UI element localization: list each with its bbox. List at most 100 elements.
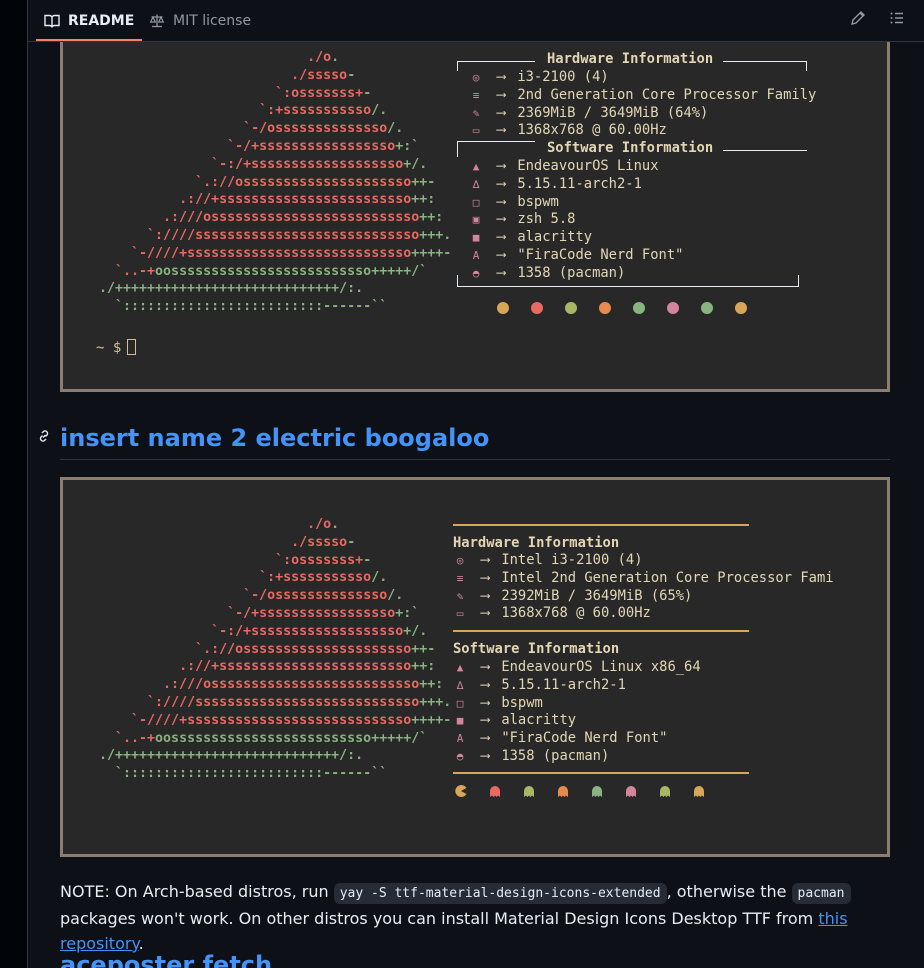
note-text: , otherwise the [666,882,792,901]
separator [453,524,749,526]
info-value: EndeavourOS Linux [517,158,659,174]
ascii-line: ./sssso- [291,67,356,83]
info-value: alacritty [517,229,593,246]
monitor-icon: ▭ [472,124,480,138]
arrow-right-icon: ⟶ [481,730,490,747]
ascii-line: `-////+ssssssssssssssssssssssssssso++++- [131,712,452,728]
ghost-icon [592,786,602,797]
ascii-line: `.://osssssssssssssssssssso++- [195,641,436,657]
info-row: ◎ ⟶ Intel i3-2100 (4) [453,552,834,570]
ascii-line: `:::::::::::::::::::::::::------`` [115,299,388,315]
info-row: ■ ⟶ alacritty [469,229,683,247]
arrow-right-icon: ⟶ [497,211,506,228]
memory-icon: ✎ [472,106,480,120]
readme-header: README MIT license [28,0,924,42]
tab-readme-label: README [68,12,135,29]
ascii-line: `:osssssss+- [275,552,372,568]
arrow-right-icon: ⟶ [481,605,490,622]
ghost-icon [524,786,534,797]
info-row: ◓ ⟶ 1358 (pacman) [469,265,683,283]
ghost-icon [558,786,568,797]
package-icon: ◓ [456,749,464,763]
color-dot [735,302,747,314]
arrow-right-icon: ⟶ [481,569,490,586]
ghost-icon [490,786,500,797]
ascii-line: ./++++++++++++++++++++++++++++/:. [99,748,364,764]
software-list: ▲ ⟶ EndeavourOS Linux x86_64 ∆ ⟶ 5.15.11-arch… [453,659,701,766]
info-value: Intel i3-2100 (4) [501,552,643,568]
info-row: ■ ⟶ alacritty [453,712,701,730]
arrow-right-icon: ⟶ [481,694,490,711]
ascii-line: `-/ossssssssssssso/. [243,121,404,137]
arrow-right-icon: ⟶ [497,246,506,263]
info-row: ◎ ⟶ i3-2100 (4) [469,69,816,87]
note-text: packages won't work. On other distros yo… [60,909,819,928]
color-dot [565,302,577,314]
separator [453,630,749,632]
pacman-icon [455,785,467,797]
info-value: zsh 5.8 [517,211,576,228]
info-row: ∆ ⟶ 5.15.11-arch2-1 [469,176,683,194]
ascii-line: ./sssso- [291,534,356,550]
edit-button[interactable] [846,8,870,32]
separator [453,772,749,774]
box-border [723,61,807,71]
info-value: 5.15.11-arch2-1 [517,175,642,192]
info-value: 5.15.11-arch2-1 [501,676,626,693]
ghost-icon [626,786,636,797]
ascii-line: `:////ssssssssssssssssssssssssssso+++. [147,694,452,710]
info-row: A ⟶ "FiraCode Nerd Font" [453,730,701,748]
hardware-list: ◎ ⟶ Intel i3-2100 (4) ≡ ⟶ Intel 2nd Generatio… [453,552,834,623]
ascii-line: `-/+sssssssssssssssso+:` [227,138,420,154]
ascii-line: `-////+ssssssssssssssssssssssssssso++++- [131,245,452,261]
info-row: ≡ ⟶ Intel 2nd Generation Core Processor Fa… [453,570,834,588]
arrow-right-icon: ⟶ [497,69,506,85]
software-list: ▲ ⟶ EndeavourOS Linux ∆ ⟶ 5.15.11-arch2-1 □ ⟶ bs… [469,158,684,283]
ascii-line: `-/ossssssssssssso/. [243,588,404,604]
outline-button[interactable] [885,8,909,32]
info-value: EndeavourOS Linux x86_64 [501,659,701,675]
arrow-right-icon: ⟶ [481,552,490,568]
arrow-right-icon: ⟶ [497,229,506,246]
ascii-logo-2: ./o. ./sssso- `:osssssss+- `:+ssssssssss… [99,516,451,783]
tab-license[interactable]: MIT license [149,0,251,41]
ascii-line: `-/+sssssssssssssssso+:` [227,605,420,621]
color-palette [497,302,747,314]
info-value: 2369MiB / 3649MiB (64%) [517,104,709,121]
arrow-right-icon: ⟶ [497,86,506,103]
info-row: ≡ ⟶ 2nd Generation Core Processor Family [469,86,817,105]
color-dot [667,302,679,314]
hardware-title: Hardware Information [453,535,620,551]
ascii-line: `:+sssssssssso/. [259,570,388,586]
terminal-icon: ■ [456,714,464,728]
link-icon[interactable] [36,428,52,444]
info-value: 1368x768 @ 60.00Hz [517,122,667,139]
note-paragraph: NOTE: On Arch-based distros, run yay -S … [60,879,900,956]
linux-icon: ∆ [456,678,464,692]
ascii-line: ./o. [307,517,340,532]
info-value: bspwm [501,694,543,711]
install-command: yay -S ttf-material-design-icons-extende… [333,883,667,904]
arch-icon: ▲ [456,661,464,674]
info-row: ▭ ⟶ 1368x768 @ 60.00Hz [453,605,834,623]
pacman-code: pacman [791,883,851,904]
pencil-icon [850,10,866,30]
terminal-icon: ■ [472,231,480,245]
shell-icon: ▣ [472,213,480,227]
ascii-line: `.://osssssssssssssssssssso++- [195,174,436,190]
font-icon: A [472,248,480,262]
color-dot [531,302,543,314]
tab-readme[interactable]: README [35,0,143,41]
memory-icon: ✎ [456,589,464,603]
ascii-line: .:///ossssssssssssssssssssssssso++: [163,210,444,226]
arch-icon: ▲ [472,160,480,173]
color-dot [599,302,611,314]
info-row: ▲ ⟶ EndeavourOS Linux [469,158,683,176]
cursor [127,339,137,355]
arrow-right-icon: ⟶ [497,193,506,210]
note-text: . [138,934,144,953]
package-icon: ◓ [472,266,480,280]
color-dot [497,302,509,314]
ascii-line: `:+sssssssssso/. [259,103,388,119]
repository-link[interactable]: this repository [60,909,848,953]
